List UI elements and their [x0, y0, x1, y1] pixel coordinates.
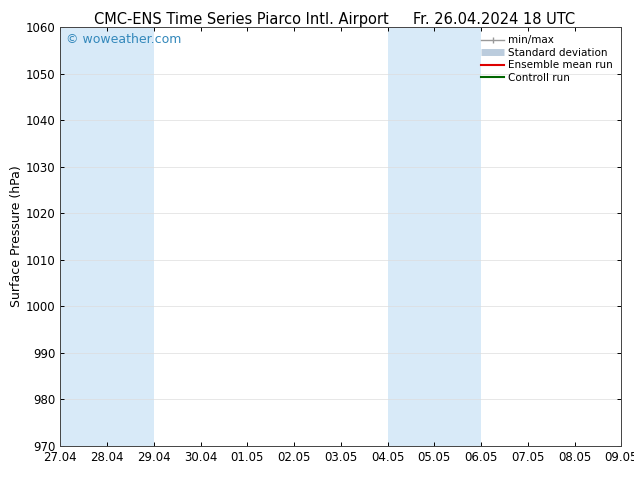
- Bar: [387, 27, 434, 446]
- Legend: min/max, Standard deviation, Ensemble mean run, Controll run: min/max, Standard deviation, Ensemble me…: [478, 32, 616, 86]
- Bar: [60, 27, 131, 446]
- Text: © woweather.com: © woweather.com: [66, 33, 181, 46]
- Bar: [131, 27, 153, 446]
- Bar: [621, 27, 634, 446]
- Text: Fr. 26.04.2024 18 UTC: Fr. 26.04.2024 18 UTC: [413, 12, 576, 27]
- Y-axis label: Surface Pressure (hPa): Surface Pressure (hPa): [10, 166, 23, 307]
- Bar: [434, 27, 481, 446]
- Text: CMC-ENS Time Series Piarco Intl. Airport: CMC-ENS Time Series Piarco Intl. Airport: [94, 12, 388, 27]
